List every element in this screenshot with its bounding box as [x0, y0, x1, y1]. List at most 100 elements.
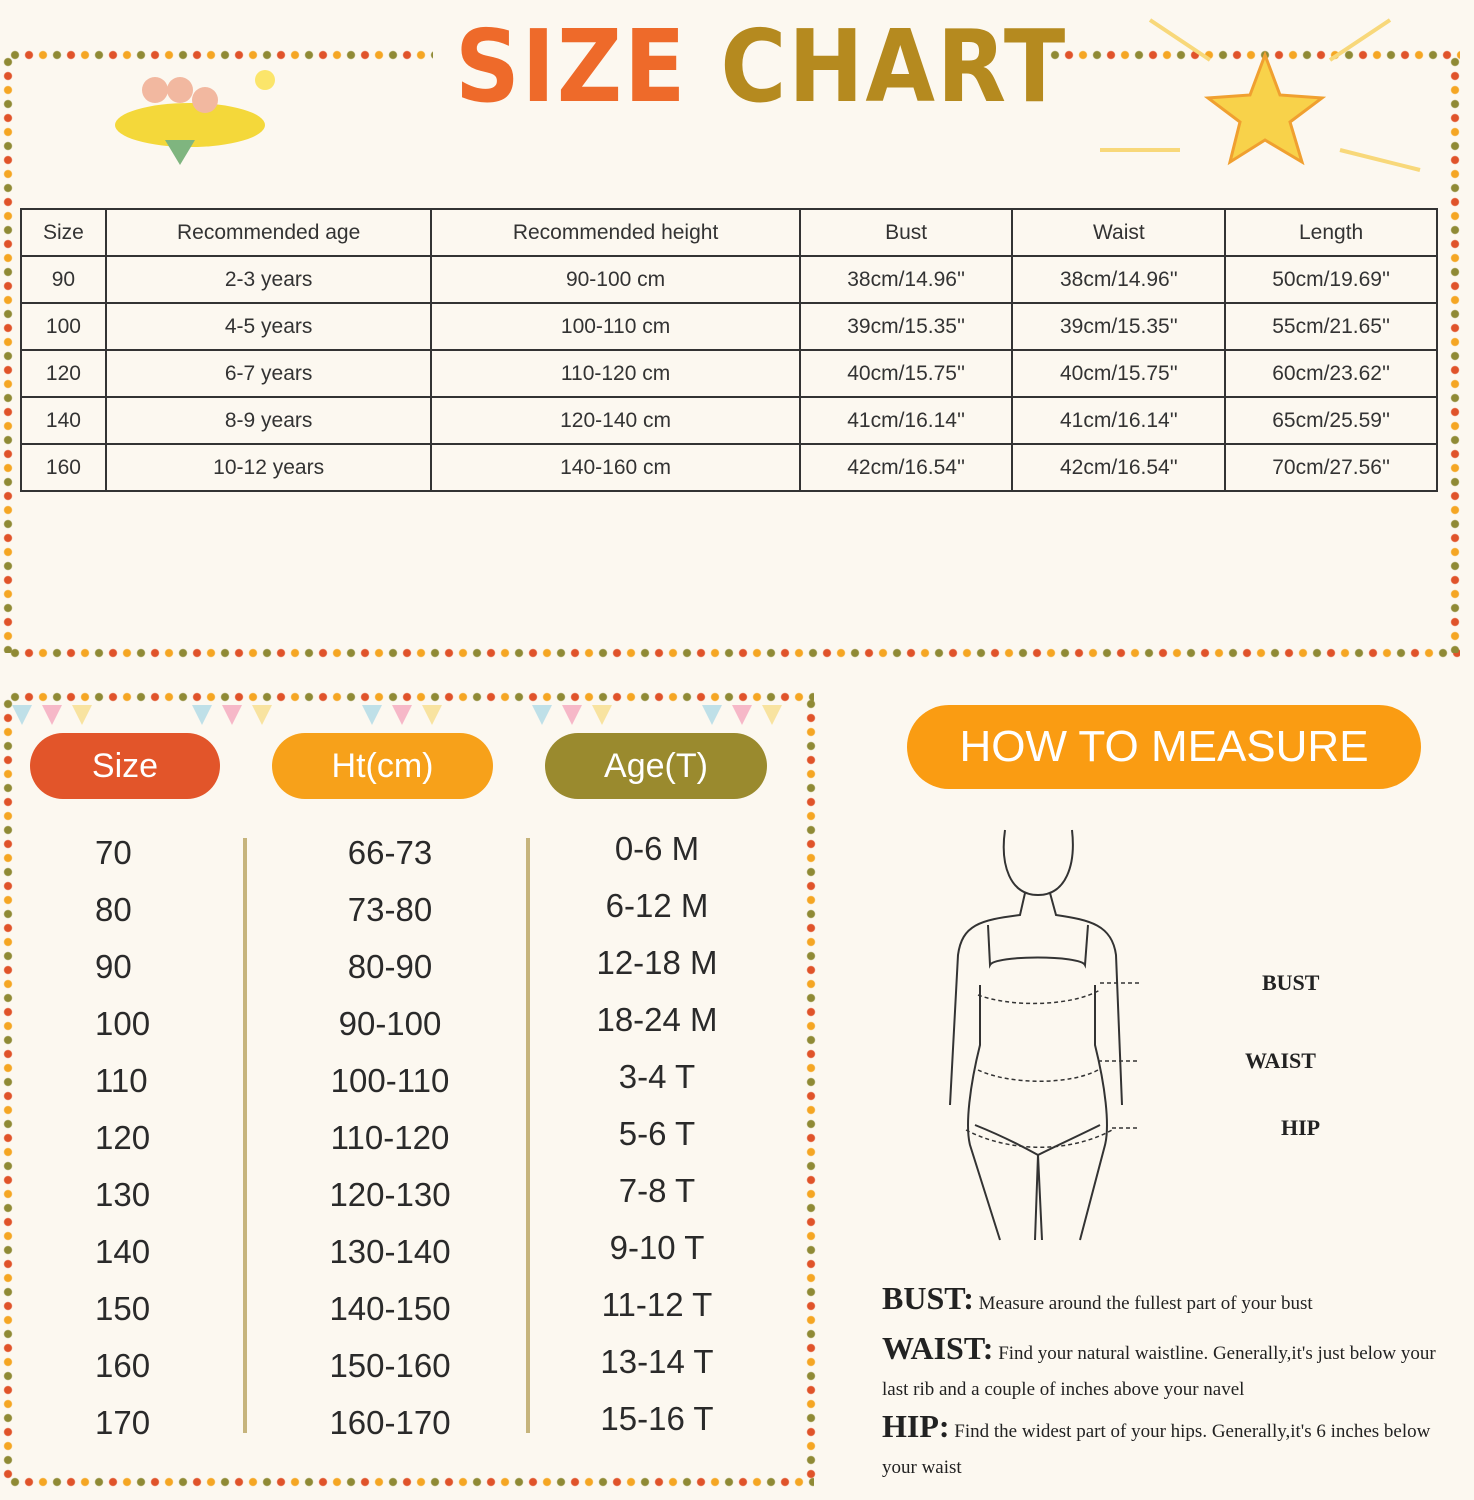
table-cell: 100-110 cm — [430, 302, 801, 351]
dotted-border-left — [3, 697, 13, 1482]
measurement-instructions: BUST: Measure around the fullest part of… — [882, 1280, 1462, 1486]
table-cell: 60cm/23.62'' — [1224, 349, 1438, 398]
instruction-bust: BUST: Measure around the fullest part of… — [882, 1280, 1462, 1322]
table-cell: 90 — [20, 255, 107, 304]
size-value: 140 — [95, 1233, 151, 1270]
size-value: 110 — [95, 1062, 148, 1099]
table-cell: 55cm/21.65'' — [1224, 302, 1438, 351]
height-value: 110-120 — [330, 1119, 450, 1156]
body-figure-illustration — [949, 829, 1140, 1241]
table-cell: 40cm/15.75'' — [1011, 349, 1227, 398]
dotted-border-right — [806, 697, 816, 1482]
table-cell: 41cm/16.14'' — [1011, 396, 1227, 445]
column-header: Size — [20, 208, 107, 257]
age-value: 0-6 M — [614, 830, 700, 867]
size-value: 120 — [95, 1119, 151, 1156]
height-value: 140-150 — [329, 1290, 451, 1327]
how-to-measure-banner: HOW TO MEASURE — [907, 705, 1421, 789]
text-waist: Find your natural waistline. Generally,i… — [882, 1343, 1436, 1400]
table-cell: 65cm/25.59'' — [1224, 396, 1438, 445]
size-value: 130 — [95, 1176, 151, 1213]
size-value: 70 — [95, 834, 132, 871]
table-cell: 120 — [20, 349, 107, 398]
table-cell: 41cm/16.14'' — [798, 396, 1014, 445]
header-height: Ht(cm) — [272, 733, 493, 799]
table-cell: 110-120 cm — [430, 349, 801, 398]
table-row: 100 4-5 years 100-110 cm 39cm/15.35'' 39cm/1… — [20, 302, 1438, 351]
height-value: 120-130 — [329, 1176, 451, 1213]
table-cell: 90-100 cm — [430, 255, 801, 304]
dotted-border-left — [3, 55, 13, 653]
size-value: 90 — [95, 948, 132, 985]
table-cell: 42cm/16.54'' — [798, 443, 1014, 492]
size-value: 100 — [95, 1005, 151, 1042]
height-column: 66-73 73-80 80-90 90-100 100-110 110-120 120-1… — [290, 824, 490, 1451]
table-row: 120 6-7 years 110-120 cm 40cm/15.75'' 40cm/1… — [20, 349, 1438, 398]
label-bust: BUST — [1262, 970, 1320, 995]
title-word-size: SIZE — [455, 8, 688, 125]
label-hip: HIP — [1281, 1115, 1321, 1140]
text-bust: Measure around the fullest part of your … — [978, 1293, 1313, 1314]
term-hip: HIP: — [882, 1408, 950, 1444]
height-value: 80-90 — [347, 948, 433, 985]
table-cell: 70cm/27.56'' — [1224, 443, 1438, 492]
table-cell: 42cm/16.54'' — [1011, 443, 1227, 492]
age-value: 12-18 M — [596, 944, 718, 981]
table-cell: 140 — [20, 396, 107, 445]
title-word-chart: CHART — [720, 8, 1068, 125]
text-hip: Find the widest part of your hips. Gener… — [882, 1421, 1431, 1478]
table-cell: 39cm/15.35'' — [1011, 302, 1227, 351]
term-bust: BUST: — [882, 1280, 974, 1316]
table-cell: 160 — [20, 443, 107, 492]
table-row: 160 10-12 years 140-160 cm 42cm/16.54'' 42cm… — [20, 443, 1438, 492]
age-value: 9-10 T — [609, 1229, 705, 1266]
table-cell: 38cm/14.96'' — [798, 255, 1014, 304]
table-cell: 6-7 years — [104, 349, 433, 398]
table-header-row: Size Recommended age Recommended height Bus… — [20, 208, 1438, 257]
table-cell: 100 — [20, 302, 107, 351]
column-header: Recommended height — [430, 208, 801, 257]
size-value: 160 — [95, 1347, 151, 1384]
size-value: 150 — [95, 1290, 151, 1327]
table-row: 90 2-3 years 90-100 cm 38cm/14.96'' 38cm/14.… — [20, 255, 1438, 304]
dotted-border-bottom — [8, 1477, 814, 1487]
age-value: 3-4 T — [618, 1058, 696, 1095]
column-divider — [526, 838, 530, 1433]
dotted-border-top-left — [8, 50, 433, 60]
table-cell: 140-160 cm — [430, 443, 801, 492]
column-header: Recommended age — [104, 208, 433, 257]
table-cell: 39cm/15.35'' — [798, 302, 1014, 351]
table-cell: 8-9 years — [104, 396, 433, 445]
height-value: 90-100 — [338, 1005, 442, 1042]
size-table: Size Recommended age Recommended height Bus… — [20, 208, 1438, 492]
height-value: 160-170 — [329, 1404, 451, 1441]
column-header: Bust — [798, 208, 1014, 257]
instruction-hip: HIP: Find the widest part of your hips. … — [882, 1408, 1462, 1486]
dotted-border-top — [8, 692, 814, 702]
age-value: 13-14 T — [600, 1343, 714, 1380]
dotted-border-right — [1450, 55, 1460, 653]
table-cell: 50cm/19.69'' — [1224, 255, 1438, 304]
age-value: 11-12 T — [601, 1286, 713, 1323]
age-column: 0-6 M 6-12 M 12-18 M 18-24 M 3-4 T 5-6 T 7-8 T… — [557, 820, 757, 1447]
column-header: Length — [1224, 208, 1438, 257]
dotted-border-top-right — [1048, 50, 1460, 60]
table-cell: 38cm/14.96'' — [1011, 255, 1227, 304]
age-value: 7-8 T — [618, 1172, 696, 1209]
age-value: 15-16 T — [600, 1400, 714, 1437]
size-value: 80 — [95, 891, 132, 928]
term-waist: WAIST: — [882, 1330, 994, 1366]
instruction-waist: WAIST: Find your natural waistline. Gene… — [882, 1330, 1462, 1408]
table-row: 140 8-9 years 120-140 cm 41cm/16.14'' 41cm/1… — [20, 396, 1438, 445]
age-value: 6-12 M — [605, 887, 709, 924]
height-value: 73-80 — [347, 891, 433, 928]
table-cell: 2-3 years — [104, 255, 433, 304]
label-waist: WAIST — [1245, 1048, 1316, 1073]
dotted-border-bottom — [8, 648, 1460, 658]
height-value: 66-73 — [347, 834, 433, 871]
page-title: SIZE CHART — [455, 8, 1067, 125]
height-value: 150-160 — [329, 1347, 451, 1384]
table-cell: 4-5 years — [104, 302, 433, 351]
airplane-kids-illustration — [115, 70, 275, 165]
size-column: 70 80 90 100 110 120 130 140 150 160 170 — [95, 824, 150, 1451]
